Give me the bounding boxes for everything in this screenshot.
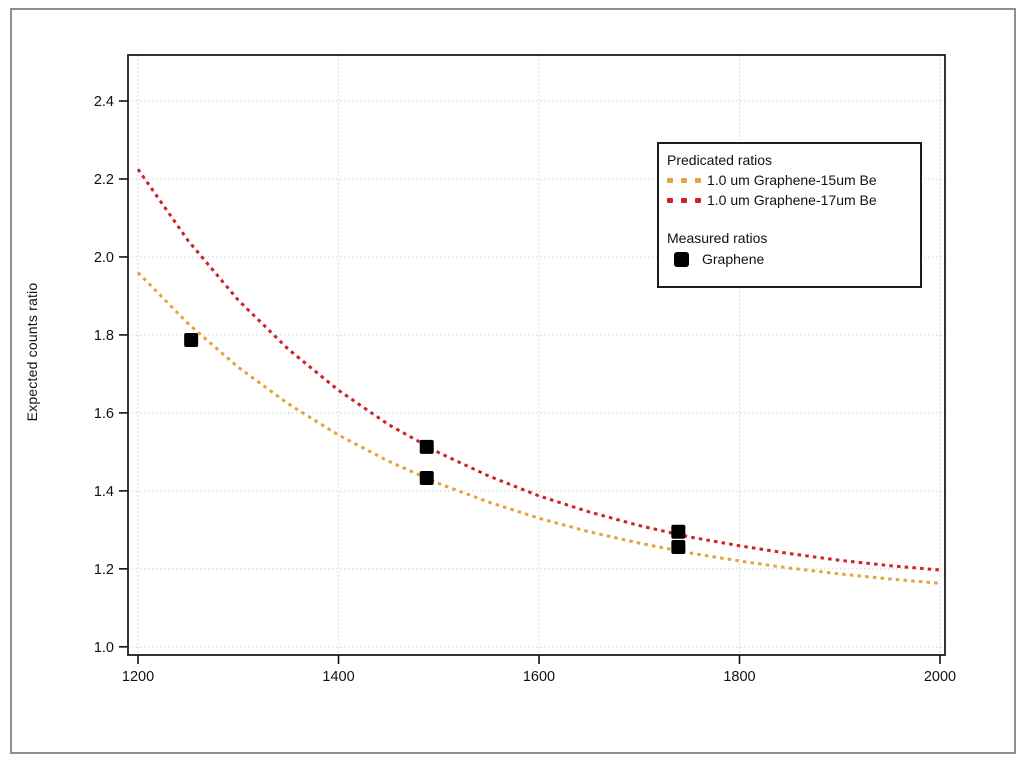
legend-predicted-title: Predicated ratios	[667, 152, 773, 168]
measured-point	[184, 332, 199, 347]
x-tick-label: 1200	[122, 669, 154, 685]
legend-row-15um: 1.0 um Graphene-15um Be	[667, 170, 914, 190]
measured-point	[419, 439, 434, 454]
y-tick-label: 2.2	[94, 172, 114, 188]
dotted-line-swatch-15um-icon	[667, 177, 701, 183]
y-tick-label: 1.2	[94, 562, 114, 578]
black-square-marker-icon	[674, 251, 689, 267]
figure-border	[10, 8, 1016, 754]
y-tick-label: 1.6	[94, 406, 114, 422]
axis-ticks	[119, 100, 941, 664]
legend-row-17um: 1.0 um Graphene-17um Be	[667, 190, 914, 210]
axis-tick-labels: 1200 1400 1600 1800 2000 1.0 1.2 1.4 1.6 1.8 2.0 2.…	[94, 94, 956, 685]
y-axis-label: Expected counts ratio	[24, 282, 40, 422]
legend: Predicated ratios 1.0 um Graphene-15um B…	[657, 142, 922, 288]
measured-point	[671, 524, 686, 539]
dotted-line-swatch-17um-icon	[667, 197, 701, 203]
measured-point	[671, 540, 686, 555]
x-tick-label: 1800	[723, 669, 755, 685]
y-tick-label: 2.4	[94, 94, 114, 110]
legend-label-17um: 1.0 um Graphene-17um Be	[707, 192, 877, 208]
legend-label-graphene: Graphene	[702, 251, 765, 267]
y-tick-label: 1.0	[94, 640, 114, 656]
legend-row-graphene: Graphene	[667, 248, 914, 270]
x-tick-label: 2000	[924, 669, 956, 685]
curve-series-1	[136, 168, 941, 572]
y-tick-label: 1.8	[94, 328, 114, 344]
measured-points	[184, 332, 686, 555]
curve-series-0	[136, 271, 941, 585]
measured-point	[419, 471, 434, 486]
x-tick-label: 1600	[523, 669, 555, 685]
plot-frame	[127, 54, 946, 656]
x-tick-label: 1400	[322, 669, 354, 685]
y-tick-label: 1.4	[94, 484, 114, 500]
legend-measured-title: Measured ratios	[667, 230, 768, 246]
legend-label-15um: 1.0 um Graphene-15um Be	[707, 172, 877, 188]
y-tick-label: 2.0	[94, 250, 114, 266]
